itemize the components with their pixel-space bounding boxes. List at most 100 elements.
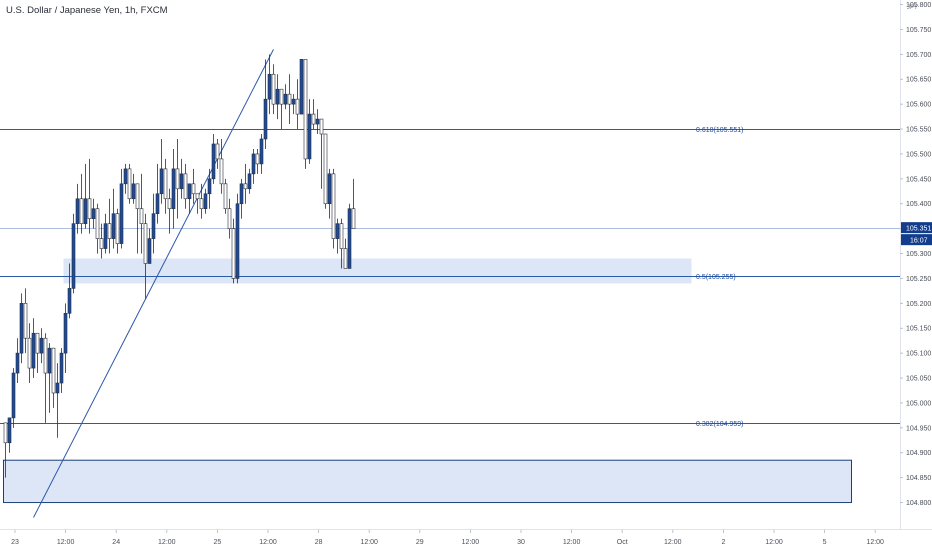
time-tick-label: 12:00: [360, 539, 378, 546]
candle-body: [115, 213, 120, 244]
candle-body: [143, 223, 148, 264]
candle: [347, 203, 352, 269]
last-price-tag: [901, 222, 932, 234]
candle: [283, 84, 288, 110]
candle-body: [275, 88, 280, 105]
price-tick-label: 105.150: [906, 326, 931, 333]
candle-body: [43, 337, 48, 374]
time-tick-label: 12:00: [664, 539, 682, 546]
time-tick-label: 12:00: [259, 539, 277, 546]
candle: [351, 178, 356, 229]
candle: [119, 168, 124, 249]
candle-body: [135, 183, 140, 210]
candle-body: [199, 198, 204, 210]
candle: [183, 163, 188, 209]
candle-body: [55, 382, 60, 394]
candle: [271, 64, 276, 115]
candle-body: [75, 198, 80, 224]
countdown-value: 16:07: [910, 238, 928, 245]
candle-body: [31, 332, 36, 369]
candle: [307, 99, 312, 164]
price-tick-label: 105.600: [906, 102, 931, 109]
candle-body: [323, 133, 328, 205]
candle-body: [175, 168, 180, 190]
price-tick-label: 104.800: [906, 500, 931, 507]
candle-body: [331, 173, 336, 239]
candle: [159, 139, 164, 204]
candle: [51, 347, 56, 408]
candle-body: [7, 417, 12, 444]
candle: [143, 213, 148, 299]
last-price-value: 105.351: [906, 226, 931, 233]
candle: [7, 417, 12, 453]
candle-body: [35, 332, 40, 354]
price-tick-label: 105.300: [906, 251, 931, 258]
candle-body: [95, 208, 100, 239]
candle-body: [319, 118, 324, 135]
candle-body: [91, 208, 96, 219]
candle-body: [183, 173, 188, 200]
candle: [71, 213, 76, 294]
candle: [35, 332, 40, 374]
price-tick-label: 105.800: [906, 2, 931, 9]
candle-body: [207, 178, 212, 195]
zone-layer: [3, 258, 852, 504]
candle-body: [219, 158, 224, 185]
time-tick-label: 25: [214, 539, 222, 546]
candle: [191, 168, 196, 204]
candle-body: [251, 153, 256, 175]
candle: [103, 213, 108, 254]
candle: [131, 173, 136, 204]
candle: [223, 178, 228, 214]
candle: [147, 228, 152, 264]
candle: [203, 188, 208, 214]
candle-body: [211, 143, 216, 180]
currency-badge: JPY: [907, 5, 919, 11]
candle: [95, 203, 100, 254]
price-tick-label: 105.750: [906, 27, 931, 34]
candle-layer: [3, 54, 356, 478]
candle: [315, 109, 320, 135]
countdown-tag: [901, 234, 932, 246]
candle-body: [327, 173, 332, 205]
candle: [175, 139, 180, 219]
candle-body: [119, 183, 124, 244]
candle-body: [107, 223, 112, 239]
candle-body: [139, 208, 144, 224]
time-tick-label: 12:00: [563, 539, 581, 546]
candle-body: [11, 372, 16, 419]
time-tick-label: 2: [721, 539, 725, 546]
candle: [55, 363, 60, 438]
time-tick-label: 12:00: [765, 539, 783, 546]
candle-body: [195, 193, 200, 200]
candle: [123, 163, 128, 194]
candle: [243, 163, 248, 204]
candle-body: [51, 347, 56, 394]
candle-body: [87, 198, 92, 219]
candle: [39, 328, 44, 364]
time-tick-label: 23: [11, 539, 19, 546]
price-tick-label: 105.400: [906, 201, 931, 208]
price-tick-label: 105.250: [906, 276, 931, 283]
time-tick-label: 5: [823, 539, 827, 546]
trendline-layer: [33, 49, 274, 518]
candle: [291, 94, 296, 115]
candle: [111, 188, 116, 249]
candle-body: [203, 193, 208, 210]
candle: [23, 288, 28, 354]
candle: [15, 338, 20, 384]
candle: [287, 74, 292, 125]
candle: [303, 59, 308, 169]
price-tick-label: 104.900: [906, 450, 931, 457]
candle: [195, 193, 200, 214]
candle-body: [339, 223, 344, 249]
symbol-title: U.S. Dollar / Japanese Yen, 1h, FXCM: [6, 5, 168, 16]
candle-body: [179, 173, 184, 190]
candle-body: [215, 143, 220, 160]
candle-body: [71, 223, 76, 289]
candle-body: [243, 183, 248, 190]
time-tick-label: 30: [517, 539, 525, 546]
candle-body: [311, 113, 316, 125]
